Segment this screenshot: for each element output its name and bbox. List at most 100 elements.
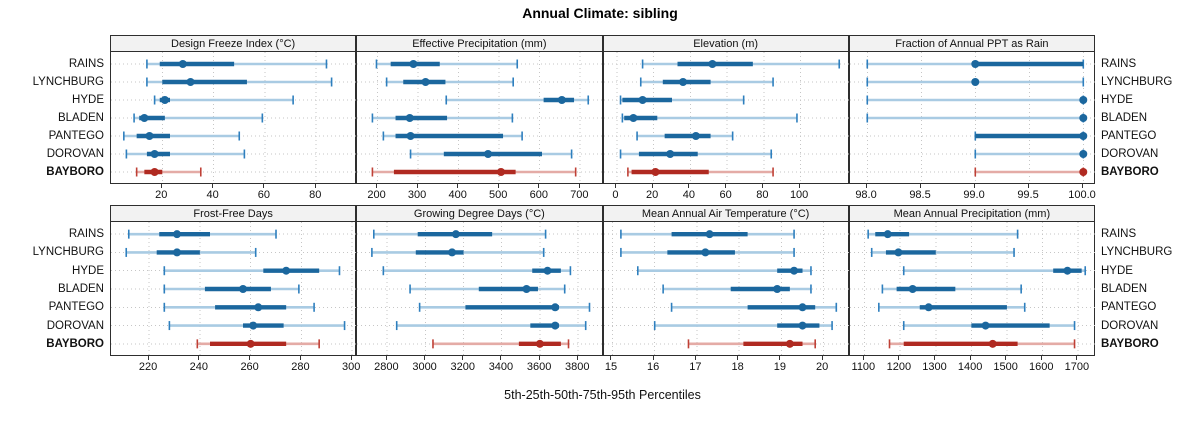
panel-canvas xyxy=(603,52,850,184)
row-label-left-lynchburg: LYNCHBURG xyxy=(32,246,104,259)
series-hyde xyxy=(445,95,590,105)
median-dot xyxy=(772,285,781,293)
x-tick-label: 100.0 xyxy=(1068,189,1096,201)
series-pantego xyxy=(974,131,1088,141)
series-rains xyxy=(619,229,795,239)
median-dot xyxy=(678,78,687,86)
x-tick-mark xyxy=(299,356,301,360)
row-label-right-hyde: HYDE xyxy=(1101,264,1133,277)
chart-title: Annual Climate: sibling xyxy=(522,5,678,21)
median-dot xyxy=(178,60,187,68)
row-label-right-bladen: BLADEN xyxy=(1101,283,1148,295)
series-rains xyxy=(867,229,1019,239)
x-tick-label: 1200 xyxy=(886,361,912,373)
panel-title: Frost-Free Days xyxy=(193,207,273,220)
median-dot xyxy=(150,168,159,176)
panel-title: Elevation (m) xyxy=(693,37,759,50)
row-label-right-bayboro: BAYBORO xyxy=(1101,166,1159,178)
panel-strip-mean-annual-precipitation-mm: Mean Annual Precipitation (mm) xyxy=(848,205,1095,222)
x-tick-label: 700 xyxy=(570,189,589,201)
row-label-right-lynchburg: LYNCHBURG xyxy=(1101,76,1173,88)
series-lynchburg xyxy=(619,247,795,257)
row-label-left-dorovan: DOROVAN xyxy=(46,319,104,332)
panel-plot-frost-free-days xyxy=(110,222,358,356)
median-dot xyxy=(894,248,903,257)
median-dot xyxy=(1079,114,1088,122)
median-dot xyxy=(700,248,709,257)
x-tick-label: 220 xyxy=(138,361,158,373)
x-tick-label: 3600 xyxy=(526,361,552,373)
panel-axis-growing-degree-days-c: 2800 3000 3200 3400 3600 3800 xyxy=(356,356,602,376)
series-lynchburg xyxy=(639,77,774,87)
median-dot xyxy=(665,150,674,158)
x-tick-label: 1500 xyxy=(993,361,1018,373)
series-hyde xyxy=(866,95,1088,105)
series-dorovan xyxy=(168,321,346,331)
panel-plot-mean-annual-precipitation-mm xyxy=(848,222,1096,356)
panel-strip-design-freeze-index-c: Design Freeze Index (°C) xyxy=(110,35,357,52)
median-dot xyxy=(924,303,933,312)
series-rains xyxy=(146,59,328,69)
x-tick-mark xyxy=(694,356,696,360)
panel-title: Growing Degree Days (°C) xyxy=(413,207,545,220)
median-dot xyxy=(497,168,506,176)
x-tick-mark xyxy=(376,184,378,188)
median-dot xyxy=(785,339,794,348)
row-label-right-dorovan: DOROVAN xyxy=(1101,148,1159,160)
x-tick-mark xyxy=(578,184,580,188)
median-dot xyxy=(145,132,154,140)
median-dot xyxy=(798,303,807,312)
median-dot xyxy=(421,78,430,86)
x-tick-label: 3000 xyxy=(412,361,437,373)
series-bayboro xyxy=(888,339,1076,349)
x-axis-title: 5th-25th-50th-75th-95th Percentiles xyxy=(504,388,701,402)
median-dot xyxy=(405,114,414,122)
median-dot xyxy=(160,96,169,104)
series-bayboro xyxy=(974,167,1088,177)
x-tick-mark xyxy=(500,356,502,360)
x-tick-mark xyxy=(973,184,975,188)
x-tick-mark xyxy=(457,184,459,188)
panel-strip-growing-degree-days-c: Growing Degree Days (°C) xyxy=(356,205,603,222)
x-tick-mark xyxy=(350,356,352,360)
x-tick-mark xyxy=(779,356,781,360)
median-dot xyxy=(971,78,980,86)
series-bayboro xyxy=(626,167,774,177)
median-dot xyxy=(409,60,418,68)
median-dot xyxy=(789,266,798,275)
panel-title: Design Freeze Index (°C) xyxy=(171,37,296,50)
panel-plot-growing-degree-days-c xyxy=(356,222,604,356)
series-pantego xyxy=(635,131,733,141)
median-dot xyxy=(650,168,659,176)
series-hyde xyxy=(619,95,744,105)
x-tick-label: 260 xyxy=(240,361,259,373)
series-pantego xyxy=(670,302,837,312)
x-tick-label: 80 xyxy=(309,189,322,201)
panel-canvas xyxy=(849,52,1096,184)
x-tick-mark xyxy=(919,184,921,188)
median-dot xyxy=(908,285,917,293)
panel-axis-mean-annual-precipitation-mm: 1100 1200 1300 1400 1500 1600 1700 xyxy=(849,356,1095,376)
x-tick-mark xyxy=(862,356,864,360)
panel-axis-mean-annual-air-temperature-c: 15 16 17 18 19 20 xyxy=(603,356,849,376)
row-label-left-rains: RAINS xyxy=(68,58,104,70)
series-dorovan xyxy=(410,149,573,159)
x-tick-mark xyxy=(761,184,763,188)
series-bladen xyxy=(661,284,812,294)
x-tick-label: 3400 xyxy=(488,361,514,373)
median-dot xyxy=(173,230,182,239)
median-dot xyxy=(448,248,457,257)
median-dot xyxy=(173,248,182,257)
x-tick-label: 15 xyxy=(604,361,618,373)
series-dorovan xyxy=(619,149,772,159)
x-tick-label: 0 xyxy=(612,189,619,201)
row-label-right-rains: RAINS xyxy=(1101,58,1137,70)
series-rains xyxy=(127,229,277,239)
row-label-left-bladen: BLADEN xyxy=(57,283,104,295)
median-dot xyxy=(1063,266,1072,275)
series-pantego xyxy=(382,131,524,141)
x-tick-mark xyxy=(969,356,971,360)
x-tick-label: 1700 xyxy=(1064,361,1090,373)
panel-axis-effective-precipitation-mm: 200 300 400 500 600 700 xyxy=(356,184,602,204)
